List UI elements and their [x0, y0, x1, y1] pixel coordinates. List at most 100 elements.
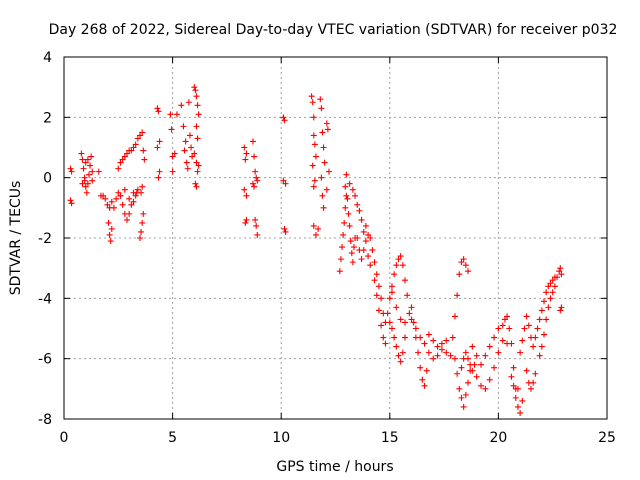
data-point — [178, 102, 185, 109]
data-point — [341, 219, 348, 226]
data-point — [456, 385, 463, 392]
data-point — [425, 331, 432, 338]
data-point — [128, 147, 135, 154]
data-point — [499, 322, 506, 329]
data-point — [354, 235, 361, 241]
data-point — [423, 367, 430, 374]
data-point — [365, 231, 372, 238]
data-point — [311, 177, 318, 184]
data-point — [434, 352, 441, 359]
data-point — [514, 403, 521, 410]
data-point — [395, 256, 402, 263]
data-point — [375, 307, 382, 314]
data-point — [312, 153, 319, 160]
data-point — [499, 337, 506, 344]
data-point — [356, 207, 363, 214]
data-point — [464, 379, 471, 386]
data-point — [454, 370, 461, 377]
data-point — [320, 204, 327, 211]
data-point — [557, 265, 564, 272]
data-point — [195, 111, 202, 118]
data-point — [193, 123, 200, 130]
data-point — [417, 364, 424, 371]
data-point — [80, 165, 87, 172]
data-point — [521, 325, 528, 332]
data-point — [242, 219, 249, 226]
data-point — [156, 168, 163, 175]
data-point — [388, 325, 395, 332]
data-point — [184, 165, 191, 172]
data-point — [395, 352, 402, 359]
data-point — [510, 382, 517, 389]
data-point — [309, 99, 316, 106]
data-point — [117, 192, 124, 199]
data-point — [119, 156, 126, 163]
data-point — [108, 225, 115, 232]
data-point — [530, 379, 537, 386]
data-point — [402, 277, 409, 284]
data-point — [318, 174, 325, 181]
data-point — [473, 352, 480, 359]
data-point — [346, 222, 353, 229]
data-point — [130, 144, 137, 151]
data-point — [81, 177, 88, 184]
data-point — [486, 343, 493, 350]
data-point — [117, 159, 124, 166]
data-point — [388, 283, 395, 290]
data-point — [194, 135, 201, 142]
data-point — [139, 129, 146, 136]
data-point — [402, 334, 409, 341]
data-point — [84, 180, 91, 187]
data-point — [79, 180, 86, 187]
data-point — [134, 135, 141, 142]
data-point — [180, 123, 187, 130]
data-point — [451, 355, 458, 362]
data-point — [386, 319, 393, 326]
data-point — [367, 262, 374, 269]
data-point — [430, 355, 437, 362]
data-point — [482, 385, 489, 392]
data-point — [310, 222, 317, 229]
data-point — [325, 168, 332, 175]
data-point — [471, 361, 478, 368]
data-point — [527, 385, 534, 392]
data-point — [95, 168, 102, 175]
data-point — [419, 376, 426, 383]
data-point — [425, 349, 432, 356]
data-point — [132, 192, 139, 199]
data-point — [134, 186, 141, 193]
data-point — [434, 343, 441, 350]
y-tick-label: 2 — [43, 110, 52, 126]
data-point — [169, 168, 176, 175]
data-point — [417, 334, 424, 341]
data-point — [541, 298, 548, 305]
data-point — [309, 162, 316, 169]
data-point — [280, 114, 287, 121]
data-point — [397, 358, 404, 365]
data-point — [349, 186, 356, 193]
data-point — [486, 376, 493, 383]
data-point — [458, 259, 465, 266]
data-point — [438, 346, 445, 353]
data-point — [324, 126, 331, 133]
x-tick-label: 25 — [598, 430, 616, 446]
data-point — [360, 247, 367, 254]
data-point — [545, 304, 552, 311]
data-point — [343, 192, 350, 199]
data-point — [538, 343, 545, 350]
data-point — [347, 238, 354, 245]
data-point — [536, 352, 543, 359]
data-point — [107, 238, 114, 245]
data-point — [340, 231, 347, 238]
data-point — [547, 295, 554, 302]
data-point — [83, 189, 90, 196]
data-point — [380, 334, 387, 341]
data-point — [410, 319, 417, 326]
data-point — [557, 307, 564, 314]
data-point — [532, 334, 539, 341]
data-point — [462, 262, 469, 269]
data-point — [194, 168, 201, 175]
y-tick-label: -8 — [38, 412, 52, 428]
